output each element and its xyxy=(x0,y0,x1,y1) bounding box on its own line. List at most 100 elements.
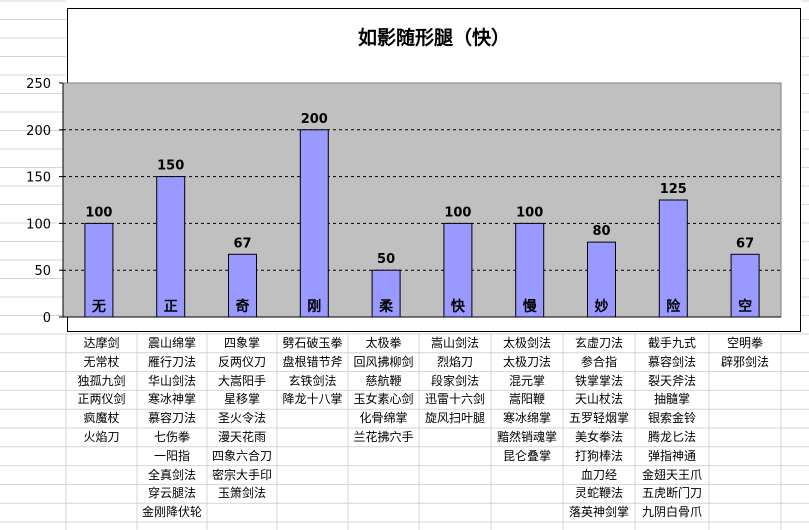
category-label: 无 xyxy=(91,299,106,315)
table-cell[interactable]: 反两仪刀 xyxy=(217,354,266,369)
table-cell[interactable]: 落英神剑掌 xyxy=(568,505,629,520)
table-cell[interactable]: 银索金铃 xyxy=(647,411,696,426)
table-cell[interactable]: 玉箫剑法 xyxy=(217,486,266,501)
table-cell[interactable]: 空明拳 xyxy=(726,336,763,350)
table-cell[interactable]: 寒冰绵掌 xyxy=(502,411,551,426)
table-cell[interactable]: 太极刀法 xyxy=(502,354,551,369)
data-label: 125 xyxy=(660,182,687,197)
category-label: 妙 xyxy=(595,298,609,315)
table-cell[interactable]: 嵩山剑法 xyxy=(430,336,479,350)
bar[interactable] xyxy=(371,269,401,318)
table-cell[interactable]: 五虎断门刀 xyxy=(641,486,702,501)
table-cell[interactable]: 慕容剑法 xyxy=(647,354,696,369)
bar[interactable] xyxy=(228,253,257,318)
table-cell[interactable]: 无常杖 xyxy=(83,354,120,369)
category-label: 正 xyxy=(164,299,178,315)
bar[interactable] xyxy=(658,199,688,318)
data-label: 80 xyxy=(592,224,610,239)
category-label: 慢 xyxy=(523,298,538,315)
category-label: 柔 xyxy=(378,299,394,315)
table-cell[interactable]: 慕容刀法 xyxy=(147,411,196,426)
table-cell[interactable]: 迅雷十六剑 xyxy=(424,392,485,407)
bar[interactable] xyxy=(515,222,545,318)
table-cell[interactable]: 抽髓掌 xyxy=(653,392,690,407)
category-label: 空 xyxy=(738,298,752,315)
table-cell[interactable]: 腾龙匕法 xyxy=(647,430,696,444)
table-cell[interactable]: 九阴白骨爪 xyxy=(641,505,702,520)
table-cell[interactable]: 嵩阳鞭 xyxy=(508,392,545,407)
chart-title: 如影随形腿（快） xyxy=(357,27,510,49)
table-cell[interactable]: 化骨绵掌 xyxy=(359,411,408,426)
data-label: 67 xyxy=(736,236,754,251)
table-cell[interactable]: 弹指神通 xyxy=(647,448,696,463)
table-cell[interactable]: 四象掌 xyxy=(223,336,260,350)
table-cell[interactable]: 独孤九剑 xyxy=(77,373,126,388)
table-cell[interactable]: 烈焰刀 xyxy=(436,354,473,369)
table-cell[interactable]: 玄铁剑法 xyxy=(288,373,337,388)
data-label: 200 xyxy=(301,112,328,127)
bar[interactable] xyxy=(587,241,616,318)
table-cell[interactable]: 盘根错节斧 xyxy=(282,354,343,369)
table-cell[interactable]: 寒冰神掌 xyxy=(147,392,196,407)
table-cell[interactable]: 雁行刀法 xyxy=(147,354,196,369)
table-cell[interactable]: 玄虚刀法 xyxy=(574,336,623,350)
table-cell[interactable]: 漫天花雨 xyxy=(217,430,266,444)
table-cell[interactable]: 裂天斧法 xyxy=(647,373,696,388)
table-cell[interactable]: 参合指 xyxy=(580,354,617,369)
y-tick-label: 0 xyxy=(43,311,51,326)
table-cell[interactable]: 玉女素心剑 xyxy=(353,392,414,407)
table-cell[interactable]: 达摩剑 xyxy=(83,336,120,350)
table-cell[interactable]: 金翅天王爪 xyxy=(641,467,702,482)
table-cell[interactable]: 全真剑法 xyxy=(147,467,196,482)
table-cell[interactable]: 昆仑叠掌 xyxy=(502,448,551,463)
bar[interactable] xyxy=(443,222,473,318)
table-cell[interactable]: 穿云腿法 xyxy=(147,486,196,501)
table-cell[interactable]: 兰花拂穴手 xyxy=(353,430,414,444)
table-cell[interactable]: 大嵩阳手 xyxy=(217,373,266,388)
y-tick-label: 250 xyxy=(26,77,51,92)
table-cell[interactable]: 七伤拳 xyxy=(153,430,190,444)
table-cell[interactable]: 黯然销魂掌 xyxy=(496,430,557,444)
table-cell[interactable]: 星移掌 xyxy=(223,392,260,407)
table-cell[interactable]: 打狗棒法 xyxy=(574,448,623,463)
bar-chart: 0 50 100 150 200 250 100 无 150 正 67 奇 200 刚 50 柔 100 快 100… xyxy=(26,77,782,326)
table-cell[interactable]: 血刀经 xyxy=(580,467,617,482)
y-tick-label: 100 xyxy=(26,217,51,232)
table-cell[interactable]: 灵蛇鞭法 xyxy=(574,486,623,501)
table-cell[interactable]: 天山杖法 xyxy=(574,392,623,407)
table-cell[interactable]: 铁掌掌法 xyxy=(574,373,623,388)
table-cell[interactable]: 金刚降伏轮 xyxy=(141,505,202,520)
y-tick-label: 150 xyxy=(26,171,51,186)
bar[interactable] xyxy=(156,176,186,318)
table-cell[interactable]: 劈石破玉拳 xyxy=(282,336,343,350)
data-label: 100 xyxy=(444,205,471,220)
category-label: 刚 xyxy=(307,299,321,315)
table-cell[interactable]: 火焰刀 xyxy=(83,430,120,444)
table-cell[interactable]: 一阳指 xyxy=(153,448,190,463)
table-cell[interactable]: 截手九式 xyxy=(647,336,696,350)
table-cell[interactable]: 正两仪剑 xyxy=(77,392,126,407)
bar[interactable] xyxy=(84,222,114,318)
table-cell[interactable]: 美女拳法 xyxy=(574,430,623,444)
table-cell[interactable]: 五罗轻烟掌 xyxy=(568,411,629,426)
table-cell[interactable]: 密宗大手印 xyxy=(211,467,272,482)
y-tick-label: 200 xyxy=(26,124,51,139)
table-cell[interactable]: 四象六合刀 xyxy=(211,448,272,463)
table-cell[interactable]: 辟邪剑法 xyxy=(720,354,769,369)
table-cell[interactable]: 混元掌 xyxy=(508,373,545,388)
bar[interactable] xyxy=(730,253,760,318)
table-cell[interactable]: 圣火令法 xyxy=(217,411,266,426)
table-cell[interactable]: 太极剑法 xyxy=(502,336,551,350)
table-cell[interactable]: 慈航鞭 xyxy=(365,373,402,388)
table-cell[interactable]: 旋风扫叶腿 xyxy=(424,411,485,426)
bar[interactable] xyxy=(299,129,329,318)
table-cell[interactable]: 降龙十八掌 xyxy=(282,392,343,407)
table-cell[interactable]: 太极拳 xyxy=(365,336,402,350)
table-cell[interactable]: 疯魔杖 xyxy=(83,411,120,426)
table-cell[interactable]: 震山绵掌 xyxy=(147,336,196,350)
table-cell[interactable]: 回风拂柳剑 xyxy=(353,354,414,369)
table-cell[interactable]: 华山剑法 xyxy=(147,373,196,388)
table-cell[interactable]: 段家剑法 xyxy=(430,373,479,388)
